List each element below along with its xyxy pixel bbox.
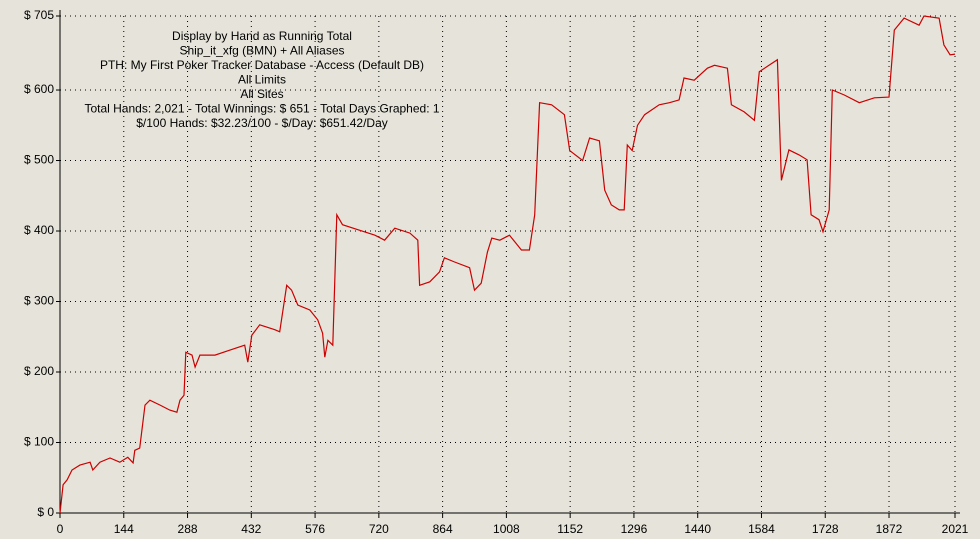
y-tick-label: $ 705 [24,8,54,22]
x-tick-label: 720 [369,522,389,536]
x-tick-label: 2021 [942,522,969,536]
x-tick-label: 144 [114,522,134,536]
x-tick-label: 864 [433,522,453,536]
annotation: $/100 Hands: $32.23/100 - $/Day: $651.42… [136,116,388,130]
x-tick-label: 1008 [493,522,520,536]
x-tick-label: 1296 [621,522,648,536]
data-line [59,15,956,514]
annotation: Ship_it_xfg (BMN) + All Aliases [179,44,344,58]
x-tick-label: 1152 [557,522,583,536]
x-tick-label: 1584 [748,522,775,536]
x-tick-label: 1728 [812,522,839,536]
annotation: All Limits [238,73,286,87]
y-tick-label: $ 100 [24,435,54,449]
x-tick-label: 0 [57,522,64,536]
x-tick-label: 1872 [876,522,903,536]
annotation: Total Hands: 2,021 - Total Winnings: $ 6… [84,102,439,116]
x-tick-label: 288 [178,522,198,536]
y-tick-label: $ 600 [24,82,54,96]
x-tick-label: 1440 [684,522,711,536]
x-tick-label: 576 [305,522,325,536]
annotation: Display by Hand as Running Total [172,29,352,43]
annotation: PTH: My First Poker Tracker Database - A… [100,58,424,72]
y-tick-label: $ 200 [24,364,54,378]
annotation: All Sites [240,87,283,101]
y-tick-label: $ 0 [37,505,54,519]
y-tick-label: $ 300 [24,294,54,308]
y-tick-label: $ 400 [24,223,54,237]
x-tick-label: 432 [241,522,261,536]
y-tick-label: $ 500 [24,153,54,167]
